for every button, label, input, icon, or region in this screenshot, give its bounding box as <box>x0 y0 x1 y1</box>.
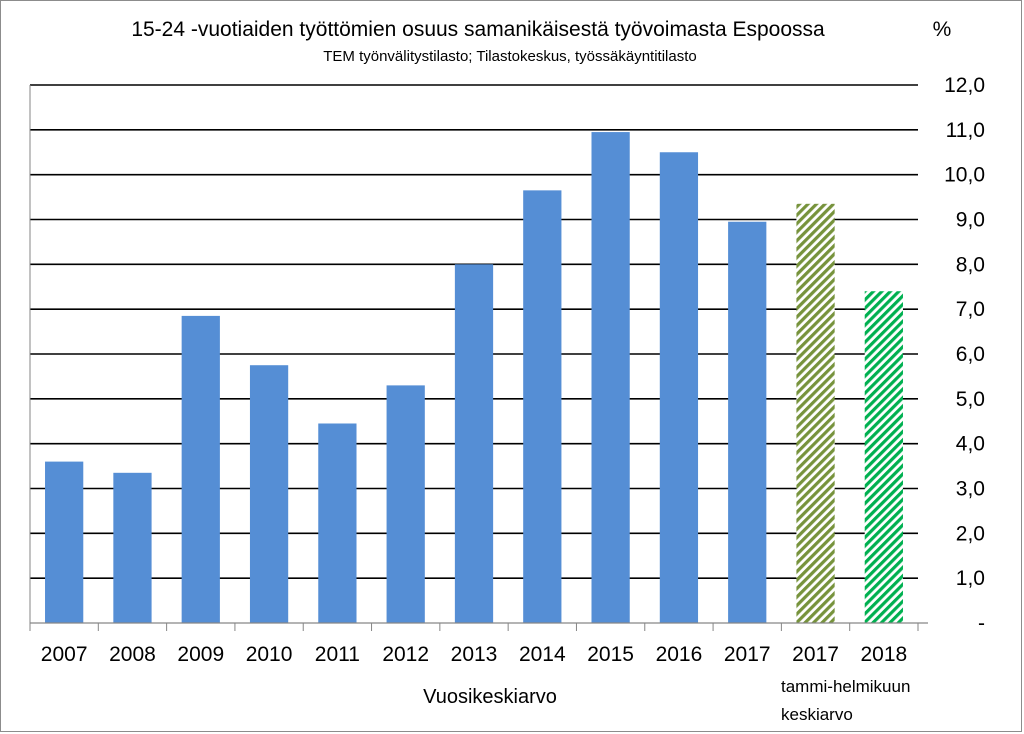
y-tick-label: 8,0 <box>956 253 985 276</box>
group-label-annual: Vuosikeskiarvo <box>423 686 557 708</box>
y-tick-label: 9,0 <box>956 209 985 232</box>
x-tick-label: 2007 <box>41 643 88 666</box>
y-tick-label: 11,0 <box>946 119 985 142</box>
y-tick-label: 2,0 <box>956 522 985 545</box>
bar-2018 <box>864 291 903 623</box>
x-tick-label: 2011 <box>315 643 360 666</box>
group-label-janfeb-line1: tammi-helmikuun <box>781 677 910 696</box>
bar-2008 <box>113 472 152 623</box>
bar-2017-janfeb <box>796 203 835 623</box>
y-tick-label: 1,0 <box>956 567 985 590</box>
x-tick-label: 2008 <box>109 643 156 666</box>
x-tick-label: 2015 <box>587 643 634 666</box>
y-tick-label: 7,0 <box>956 298 985 321</box>
y-tick-label: 3,0 <box>956 478 985 501</box>
bar-2011 <box>318 423 357 623</box>
x-tick-labels: 2007 2008 2009 2010 2011 2012 2013 2014 2015 2016… <box>41 643 907 666</box>
bar-2007 <box>45 461 84 623</box>
y-axis-unit: % <box>933 18 952 41</box>
y-tick-label: 5,0 <box>956 388 985 411</box>
x-tick-label: 2018 <box>860 643 907 666</box>
x-tick-label: 2012 <box>382 643 429 666</box>
x-tick-label: 2009 <box>177 643 224 666</box>
chart-title: 15-24 -vuotiaiden työttömien osuus saman… <box>131 18 825 41</box>
y-tick-label: 6,0 <box>956 343 985 366</box>
x-tick-label: 2017 <box>724 643 771 666</box>
axes <box>29 85 928 631</box>
bar-2012 <box>386 385 425 623</box>
y-tick-labels: - 1,0 2,0 3,0 4,0 5,0 6,0 7,0 8,0 9,0 10,0 11,0 12,0 <box>944 74 985 635</box>
bar-2017 <box>728 221 767 623</box>
bar-2013 <box>454 264 494 623</box>
y-tick-label: 4,0 <box>956 433 985 456</box>
group-label-janfeb-line2: keskiarvo <box>781 705 853 724</box>
gridlines <box>30 84 918 579</box>
x-tick-label: 2014 <box>519 643 566 666</box>
x-tick-label: 2010 <box>246 643 293 666</box>
x-tick-label: 2016 <box>656 643 703 666</box>
bar-2010 <box>249 365 289 623</box>
chart-subtitle: TEM työnvälitystilasto; Tilastokeskus, t… <box>323 48 696 65</box>
y-tick-label: - <box>978 612 985 635</box>
bar-2016 <box>659 152 699 623</box>
bar-2015 <box>591 132 630 623</box>
x-tick-label: 2013 <box>451 643 498 666</box>
x-tick-label: 2017 <box>792 643 839 666</box>
bars <box>45 132 903 623</box>
y-tick-label: 12,0 <box>944 74 985 97</box>
bar-2014 <box>523 190 562 623</box>
y-tick-label: 10,0 <box>944 164 985 187</box>
bar-2009 <box>181 315 220 623</box>
